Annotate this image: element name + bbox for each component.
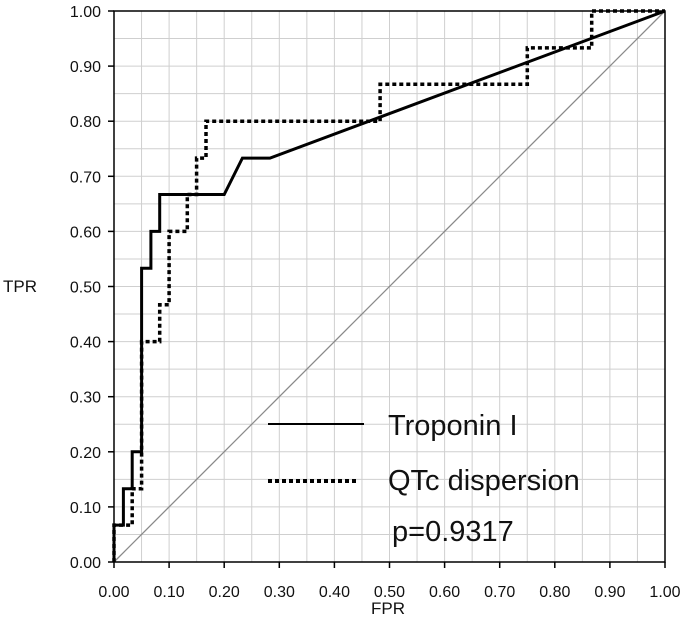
- p-value-annotation: p=0.9317: [392, 516, 514, 548]
- x-tick-label: 0.90: [594, 584, 625, 601]
- y-tick-label: 0.30: [70, 390, 101, 407]
- y-tick-label: 0.60: [70, 224, 101, 241]
- x-tick-label: 0.00: [98, 584, 129, 601]
- x-tick-label: 0.50: [374, 584, 405, 601]
- y-tick-label: 0.40: [70, 335, 101, 352]
- x-tick-label: 0.60: [429, 584, 460, 601]
- y-tick-label: 1.00: [70, 4, 101, 21]
- x-tick-label: 0.70: [484, 584, 515, 601]
- series-line-reference: [113, 10, 666, 563]
- x-tick-label: 1.00: [649, 584, 680, 601]
- series-line-qtc-dispersion: [112, 9, 665, 562]
- reference-line: [113, 10, 666, 563]
- legend-label-troponin: Troponin I: [388, 410, 518, 442]
- y-tick-label: 0.90: [70, 59, 101, 76]
- y-tick-label: 0.10: [70, 500, 101, 517]
- y-tick-label: 0.00: [70, 555, 101, 572]
- legend-label-qtc: QTc dispersion: [388, 465, 580, 497]
- series-line-troponin-i: [112, 9, 666, 562]
- x-tick-label: 0.20: [209, 584, 240, 601]
- x-axis-title: FPR: [371, 599, 405, 618]
- y-axis-title: TPR: [3, 277, 37, 296]
- grid-lines: [113, 10, 666, 563]
- x-tick-label: 0.30: [264, 584, 295, 601]
- y-tick-label: 0.80: [70, 114, 101, 131]
- tick-labels: 0.00 0.10 0.20 0.30 0.40 0.50 0.60 0.70 0.80 0.90…: [70, 4, 681, 601]
- y-tick-label: 0.50: [70, 280, 101, 297]
- y-tick-label: 0.20: [70, 445, 101, 462]
- y-tick-label: 0.70: [70, 169, 101, 186]
- x-tick-label: 0.40: [319, 584, 350, 601]
- axes: [108, 10, 666, 568]
- legend: Troponin I QTc dispersion: [268, 410, 580, 497]
- x-tick-label: 0.10: [154, 584, 185, 601]
- series-lines: [112, 9, 666, 562]
- x-tick-label: 0.80: [539, 584, 570, 601]
